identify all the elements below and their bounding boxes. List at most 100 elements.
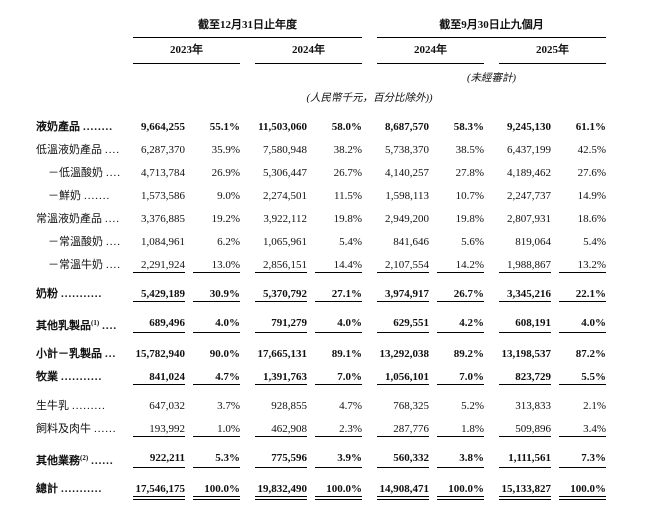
dot-leader: .... bbox=[105, 144, 120, 156]
unaudited-note: (未經審計) bbox=[467, 73, 516, 84]
value-cell: 2,247,737 bbox=[507, 190, 551, 202]
column-gap bbox=[240, 166, 255, 180]
value-cell: 193,992 bbox=[133, 422, 185, 437]
row-label: －低溫酸奶.... bbox=[36, 166, 133, 180]
dot-leader: ......... bbox=[72, 400, 106, 412]
percent-cell: 4.2% bbox=[437, 316, 484, 333]
value-cell: 19,832,490 bbox=[255, 482, 307, 500]
percent-cell: 27.1% bbox=[315, 287, 362, 302]
row-label: 總計........... bbox=[36, 482, 133, 497]
column-gap bbox=[484, 258, 499, 273]
percent-cell: 14.4% bbox=[315, 258, 362, 273]
percent-cell: 19.8% bbox=[455, 213, 484, 225]
row-label-text: 其他業務 bbox=[36, 455, 80, 467]
column-gap bbox=[362, 258, 377, 273]
table-row: 牧業........... 841,024 4.7% 1,391,763 7.0% 1,0… bbox=[36, 370, 606, 390]
percent-cell: 13.0% bbox=[193, 258, 240, 273]
value-cell: 13,198,537 bbox=[501, 348, 552, 360]
percent-cell: 100.0% bbox=[315, 482, 362, 500]
percent-cell: 5.4% bbox=[339, 236, 362, 248]
dot-leader: ....... bbox=[84, 190, 111, 202]
dot-leader: ... bbox=[105, 348, 117, 360]
row-label: 液奶產品........ bbox=[36, 120, 133, 134]
column-gap bbox=[240, 258, 255, 273]
row-label-text: －低溫酸奶 bbox=[48, 167, 103, 179]
row-label: 常溫液奶產品.... bbox=[36, 212, 133, 226]
column-gap bbox=[240, 422, 255, 437]
percent-cell: 18.6% bbox=[577, 213, 606, 225]
value-cell: 6,287,370 bbox=[141, 144, 185, 156]
value-cell: 6,437,199 bbox=[507, 144, 551, 156]
value-cell: 560,332 bbox=[377, 451, 429, 468]
row-label-text: －常溫酸奶 bbox=[48, 236, 103, 248]
column-gap bbox=[240, 370, 255, 385]
value-cell: 5,370,792 bbox=[255, 287, 307, 302]
row-label: 牧業........... bbox=[36, 370, 133, 385]
column-gap bbox=[484, 166, 499, 180]
dot-leader: ...... bbox=[94, 423, 117, 435]
table-row: 奶粉........... 5,429,189 30.9% 5,370,792 27.1… bbox=[36, 287, 606, 307]
column-gap bbox=[484, 347, 499, 361]
column-gap bbox=[362, 235, 377, 249]
value-cell: 1,111,561 bbox=[499, 451, 551, 468]
value-cell: 509,896 bbox=[499, 422, 551, 437]
value-cell: 15,133,827 bbox=[499, 482, 551, 500]
value-cell: 5,738,370 bbox=[385, 144, 429, 156]
percent-cell: 100.0% bbox=[437, 482, 484, 500]
row-label-text: 常溫液奶產品 bbox=[36, 213, 102, 225]
column-gap bbox=[484, 287, 499, 302]
dot-leader: ........... bbox=[61, 371, 103, 383]
column-gap bbox=[484, 482, 499, 497]
column-gap bbox=[484, 212, 499, 226]
column-gap bbox=[240, 143, 255, 157]
value-cell: 1,065,961 bbox=[263, 236, 307, 248]
column-gap bbox=[362, 422, 377, 437]
row-label: 生牛乳......... bbox=[36, 399, 133, 413]
value-cell: 17,665,131 bbox=[257, 348, 308, 360]
table-row: 生牛乳......... 647,032 3.7% 928,855 4.7% 768,32… bbox=[36, 399, 606, 413]
value-cell: 14,908,471 bbox=[377, 482, 429, 500]
percent-cell: 89.2% bbox=[453, 348, 484, 360]
percent-cell: 26.7% bbox=[437, 287, 484, 302]
column-gap bbox=[362, 370, 377, 385]
value-cell: 647,032 bbox=[149, 400, 185, 412]
value-cell: 922,211 bbox=[133, 451, 185, 468]
column-year-2025-9m: 2025年 bbox=[499, 43, 606, 64]
percent-cell: 58.3% bbox=[453, 121, 484, 133]
header-unaudited-row: (未經審計) bbox=[36, 64, 606, 85]
percent-cell: 61.1% bbox=[575, 121, 606, 133]
value-cell: 2,807,931 bbox=[507, 213, 551, 225]
column-gap bbox=[362, 399, 377, 413]
value-cell: 3,922,112 bbox=[263, 213, 307, 225]
percent-cell: 4.7% bbox=[193, 370, 240, 385]
value-cell: 1,391,763 bbox=[255, 370, 307, 385]
value-cell: 1,056,101 bbox=[377, 370, 429, 385]
value-cell: 841,646 bbox=[393, 236, 429, 248]
value-cell: 13,292,038 bbox=[379, 348, 430, 360]
table-row: 低溫液奶產品.... 6,287,370 35.9% 7,580,948 38.2% 5,… bbox=[36, 143, 606, 157]
row-label: －常溫酸奶.... bbox=[36, 235, 133, 249]
table-row: －常溫牛奶.... 2,291,924 13.0% 2,856,151 14.4% 2,1… bbox=[36, 258, 606, 278]
percent-cell: 10.7% bbox=[455, 190, 484, 202]
footnote-superscript: (1) bbox=[91, 319, 100, 327]
column-gap bbox=[240, 482, 255, 497]
value-cell: 5,429,189 bbox=[133, 287, 185, 302]
percent-cell: 90.0% bbox=[209, 348, 240, 360]
row-label-text: 總計 bbox=[36, 483, 58, 495]
dot-leader: .... bbox=[105, 213, 120, 225]
value-cell: 17,546,175 bbox=[133, 482, 185, 500]
value-cell: 9,664,255 bbox=[141, 121, 185, 133]
value-cell: 1,573,586 bbox=[141, 190, 185, 202]
value-cell: 1,988,867 bbox=[499, 258, 551, 273]
value-cell: 15,782,940 bbox=[135, 348, 186, 360]
percent-cell: 58.0% bbox=[331, 121, 362, 133]
dot-leader: .... bbox=[102, 320, 118, 332]
column-gap bbox=[362, 120, 377, 134]
period-group-9m: 截至9月30日止九個月 bbox=[377, 18, 606, 38]
value-cell: 791,279 bbox=[255, 316, 307, 333]
row-label: 飼料及肉牛...... bbox=[36, 422, 133, 437]
value-cell: 3,376,885 bbox=[141, 213, 185, 225]
dot-leader: ........ bbox=[83, 121, 113, 133]
percent-cell: 19.2% bbox=[211, 213, 240, 225]
value-cell: 3,974,917 bbox=[377, 287, 429, 302]
